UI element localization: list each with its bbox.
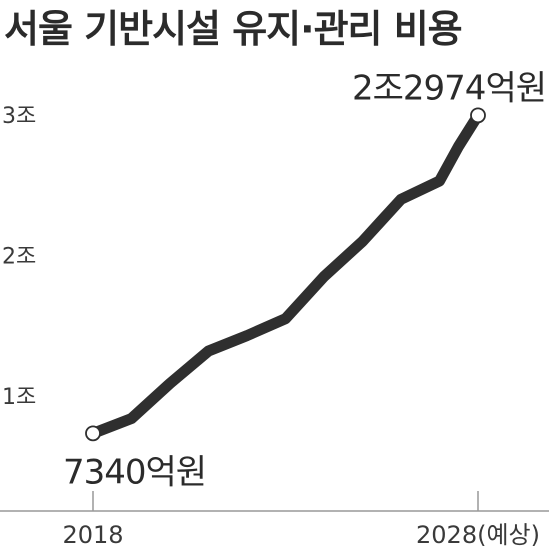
data-label-0: 7340억원: [63, 452, 206, 492]
endpoint-markers: [85, 107, 486, 442]
x-ticks: 2018 2028(예상): [62, 491, 540, 549]
y-tick-label-2: 3조: [2, 104, 36, 129]
x-tick-label-0: 2018: [62, 521, 123, 549]
data-label-1: 2조2974억원: [352, 68, 546, 108]
y-tick-label-1: 2조: [2, 245, 36, 270]
endpoint-marker-0: [85, 425, 101, 442]
x-tick-label-1: 2028(예상): [416, 521, 540, 549]
chart-title: 서울 기반시설 유지·관리 비용: [4, 7, 462, 51]
endpoint-marker-1: [470, 107, 486, 124]
data-annotations: 7340억원 2조2974억원: [63, 68, 547, 492]
y-tick-label-0: 1조: [2, 385, 36, 410]
y-tick-labels: 1조 2조 3조: [2, 104, 36, 410]
series-line: [87, 109, 484, 439]
